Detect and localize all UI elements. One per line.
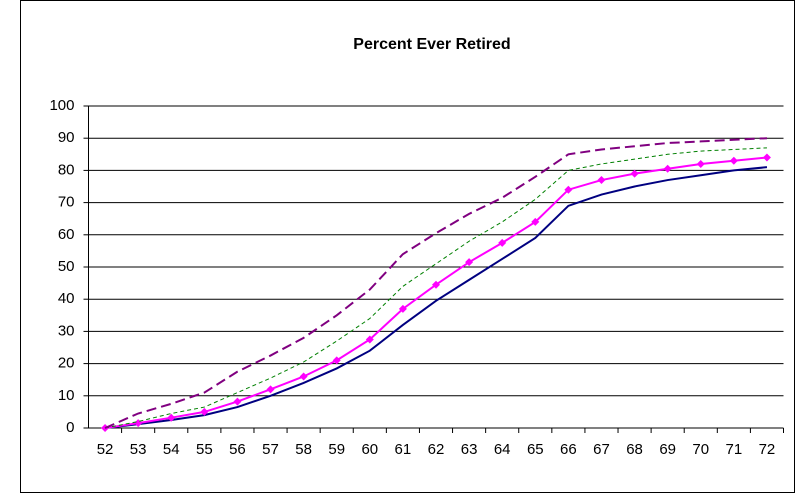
y-tick-label: 100 (49, 97, 74, 114)
y-tick-label: 90 (58, 129, 75, 146)
series-line (104, 147, 767, 429)
point-marker (233, 397, 242, 406)
x-tick-label: 58 (295, 441, 312, 458)
x-tick-label: 63 (461, 441, 478, 458)
chart-border (20, 0, 795, 493)
y-tick-label: 80 (58, 161, 75, 178)
x-tick-label: 68 (626, 441, 643, 458)
x-tick-label: 56 (229, 441, 246, 458)
point-marker (597, 176, 606, 185)
x-tick-label: 66 (560, 441, 577, 458)
x-tick-label: 71 (726, 441, 743, 458)
point-marker (167, 413, 176, 422)
point-marker (365, 335, 374, 344)
y-tick-label: 50 (58, 258, 75, 275)
x-tick-label: 64 (494, 441, 511, 458)
chart-title: Percent Ever Retired (353, 36, 510, 53)
point-marker (564, 185, 573, 194)
x-tick-label: 54 (163, 441, 180, 458)
x-tick-label: 52 (97, 441, 114, 458)
series-line (104, 166, 768, 429)
y-tick-label: 60 (58, 226, 75, 243)
y-tick-label: 40 (58, 290, 75, 307)
y-tick-label: 0 (66, 419, 74, 436)
point-marker (663, 164, 672, 173)
point-marker (332, 356, 341, 365)
point-marker (200, 407, 209, 416)
point-marker (729, 156, 738, 165)
x-tick-label: 62 (428, 441, 445, 458)
x-tick-label: 65 (527, 441, 544, 458)
point-marker (432, 280, 440, 289)
x-tick-label: 59 (328, 441, 345, 458)
x-tick-label: 67 (593, 441, 610, 458)
y-tick-label: 10 (58, 387, 75, 404)
point-marker (465, 258, 474, 267)
x-tick-label: 53 (130, 441, 147, 458)
x-tick-label: 72 (759, 441, 776, 458)
x-tick-label: 55 (196, 441, 213, 458)
y-tick-label: 70 (58, 194, 75, 211)
x-tick-label: 70 (692, 441, 709, 458)
y-tick-label: 20 (58, 355, 75, 372)
x-tick-label: 61 (395, 441, 412, 458)
point-marker (498, 238, 507, 247)
point-marker (762, 153, 771, 162)
point-marker (531, 217, 540, 226)
y-tick-label: 30 (58, 322, 75, 339)
point-marker (266, 385, 275, 394)
point-marker (398, 304, 407, 313)
x-tick-label: 57 (262, 441, 279, 458)
x-tick-label: 60 (361, 441, 378, 458)
point-marker (696, 159, 705, 168)
point-marker (630, 169, 639, 178)
series-line (104, 137, 768, 429)
x-tick-label: 69 (659, 441, 676, 458)
point-marker (299, 372, 308, 381)
